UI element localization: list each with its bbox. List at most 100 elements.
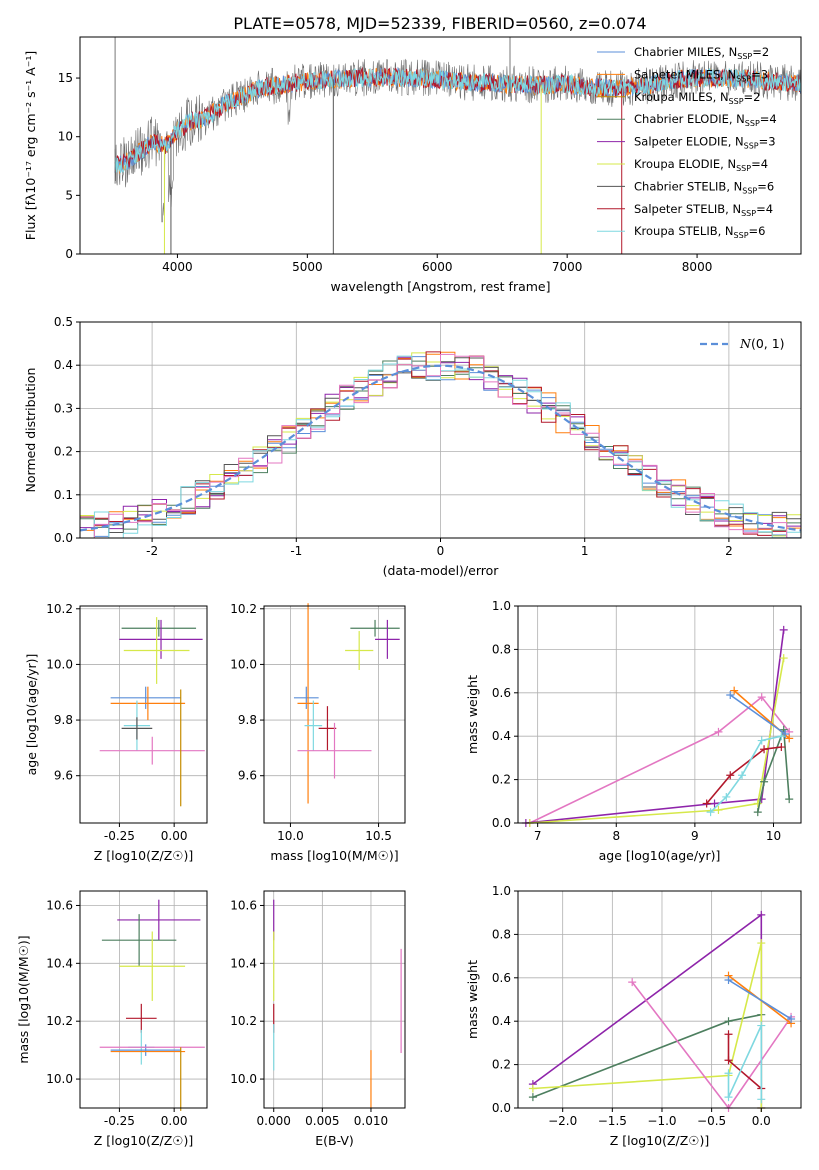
x-tick-label: 1 xyxy=(581,544,589,558)
x-axis-label: (data-model)/error xyxy=(383,563,500,578)
axes-frame xyxy=(517,890,802,1109)
y-axis-label: age [log10(age/yr)] xyxy=(24,654,39,776)
weight-point-marker xyxy=(724,1069,733,1078)
weight-point-marker xyxy=(710,799,719,808)
legend-label: Chabrier MILES, NSSP=2 xyxy=(634,45,769,61)
weight-point-marker xyxy=(714,805,723,814)
y-tick-label: 10.2 xyxy=(46,1014,73,1028)
weight-series-line xyxy=(529,657,785,824)
weight-point-marker xyxy=(706,808,715,817)
y-tick-label: 15 xyxy=(58,71,73,85)
y-tick-label: 5 xyxy=(65,188,73,202)
weight-point-marker xyxy=(528,1093,537,1102)
y-tick-label: 0.6 xyxy=(492,686,511,700)
y-tick-label: 10.4 xyxy=(46,956,73,970)
x-tick-label: -2 xyxy=(146,544,158,558)
y-tick-label: 0.8 xyxy=(492,642,511,656)
y-tick-label: 10.6 xyxy=(230,898,257,912)
x-tick-label: 0.010 xyxy=(354,1114,388,1128)
y-axis-label: Normed distribution xyxy=(23,368,38,493)
mass-vs-metallicity-panel: -0.25 0.00 10.0 10.2 10.4 10.6 Z [log10(Z/Z☉)]… xyxy=(16,890,208,1148)
y-tick-label: 9.8 xyxy=(54,713,73,727)
weight-series-line xyxy=(532,1013,762,1098)
y-tick-label: 0.6 xyxy=(492,971,511,985)
legend-label: Kroupa MILES, NSSP=2 xyxy=(634,90,760,106)
y-tick-label: 0.0 xyxy=(54,531,73,545)
y-tick-label: 0.1 xyxy=(54,488,73,502)
axes-frame xyxy=(263,890,406,1109)
weight-point-marker xyxy=(785,795,794,804)
weight-point-marker xyxy=(753,799,762,808)
weight-series-line xyxy=(727,1025,763,1100)
weight-point-marker xyxy=(726,771,735,780)
y-tick-label: 10.0 xyxy=(230,657,257,671)
y-tick-label: 10.4 xyxy=(230,956,257,970)
weight-point-marker xyxy=(702,799,711,808)
spectrum-lines xyxy=(114,37,801,254)
y-axis-label: mass weight xyxy=(465,675,480,754)
normal-distribution-curve xyxy=(80,364,801,532)
x-tick-label: 4000 xyxy=(162,260,193,274)
weight-point-marker xyxy=(757,939,766,948)
y-tick-label: 10 xyxy=(58,130,73,144)
y-tick-label: 0.0 xyxy=(492,1101,511,1115)
x-tick-label: −0.5 xyxy=(697,1114,726,1128)
weight-series-line xyxy=(525,629,785,824)
weight-point-marker xyxy=(724,975,733,984)
weight-point-marker xyxy=(760,777,769,786)
y-tick-label: 10.2 xyxy=(230,1014,257,1028)
weight-point-marker xyxy=(724,1093,733,1102)
axes-frame xyxy=(263,605,406,824)
legend-label: Chabrier STELIB, NSSP=6 xyxy=(634,179,774,195)
y-tick-label: 0.2 xyxy=(492,773,511,787)
x-tick-label: -0.25 xyxy=(104,829,135,843)
weight-point-marker xyxy=(724,1017,733,1026)
weight-point-marker xyxy=(760,745,769,754)
x-tick-label: 6000 xyxy=(422,260,453,274)
x-axis-label: Z [log10(Z/Z☉)] xyxy=(610,1133,710,1148)
x-tick-label: 10.5 xyxy=(365,829,392,843)
weight-point-marker xyxy=(779,654,788,663)
weight-point-marker xyxy=(777,732,786,741)
weight-point-marker xyxy=(757,1021,766,1030)
weight-series-line xyxy=(532,913,763,1108)
spectrum-panel: Chabrier MILES, NSSP=2 Salpeter MILES, NS… xyxy=(23,36,802,294)
x-tick-label: 9 xyxy=(691,829,699,843)
weight-series-line xyxy=(529,695,790,824)
mass-weight-vs-metallicity-panel: −2.0 −1.5 −1.0 −0.5 0.0 0.0 0.2 0.4 0.6 0.8 1.0 Z [… xyxy=(465,884,802,1148)
residual-histogram-panel: N(0, 1) -2 -1 0 1 2 0.0 0.1 0.2 0.3 0.4 0.5 (data-mo… xyxy=(23,315,802,578)
y-tick-label: 0 xyxy=(65,247,73,261)
x-tick-label: −1.5 xyxy=(598,1114,627,1128)
weight-point-marker xyxy=(714,727,723,736)
x-tick-label: -1 xyxy=(290,544,302,558)
x-axis-label: Z [log10(Z/Z☉)] xyxy=(94,1133,194,1148)
x-tick-label: 10.0 xyxy=(277,829,304,843)
weight-point-marker xyxy=(787,1015,796,1024)
y-axis-label: mass weight xyxy=(465,960,480,1039)
weight-series-line xyxy=(757,729,790,813)
figure-title: PLATE=0578, MJD=52339, FIBERID=0560, z=0… xyxy=(233,14,646,33)
weight-point-marker xyxy=(726,690,735,699)
x-tick-label: 7000 xyxy=(552,260,583,274)
model-spectrum-line xyxy=(114,67,801,174)
y-tick-label: 0.4 xyxy=(492,1014,511,1028)
age-vs-metallicity-panel: -0.25 0.00 9.6 9.8 10.0 10.2 Z [log10(Z/Z☉)] ag… xyxy=(24,602,208,863)
weight-point-marker xyxy=(628,978,637,987)
y-tick-label: 0.8 xyxy=(492,927,511,941)
legend-label: N(0, 1) xyxy=(739,336,785,351)
weight-point-marker xyxy=(730,686,739,695)
x-tick-label: 0.0 xyxy=(752,1114,771,1128)
histogram-steps xyxy=(80,351,801,538)
y-tick-label: 0.3 xyxy=(54,401,73,415)
x-tick-label: 0.000 xyxy=(257,1114,291,1128)
axes-frame xyxy=(79,890,208,1109)
x-tick-label: 0 xyxy=(437,544,445,558)
weight-series-line xyxy=(729,694,786,735)
x-tick-label: 7 xyxy=(534,829,542,843)
legend-label: Salpeter MILES, NSSP=3 xyxy=(634,67,768,83)
x-axis-label: wavelength [Angstrom, rest frame] xyxy=(330,279,550,294)
x-tick-label: 8 xyxy=(612,829,620,843)
y-axis-label: mass [log10(M/M☉)] xyxy=(16,935,31,1063)
axes-frame xyxy=(79,36,802,255)
legend-label: Salpeter STELIB, NSSP=4 xyxy=(634,202,773,218)
